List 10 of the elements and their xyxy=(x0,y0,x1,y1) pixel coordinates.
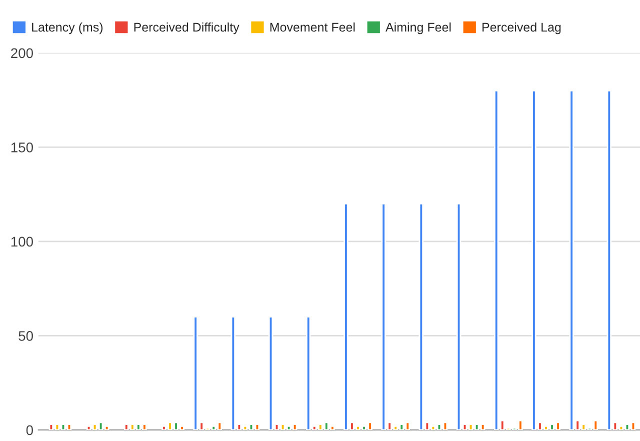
y-tick-label: 0 xyxy=(26,425,33,436)
legend-label: Perceived Difficulty xyxy=(134,22,240,34)
legend-label: Movement Feel xyxy=(270,22,355,32)
y-tick-label: 200 xyxy=(11,48,33,58)
legend-label: Aiming Feel xyxy=(386,22,451,34)
y-tick-label: 150 xyxy=(11,142,33,152)
legend-label: Perceived Lag xyxy=(482,22,561,34)
y-tick-label: 50 xyxy=(18,331,33,341)
legend-label: Latency (ms) xyxy=(32,22,103,34)
y-tick-label: 100 xyxy=(11,236,33,247)
